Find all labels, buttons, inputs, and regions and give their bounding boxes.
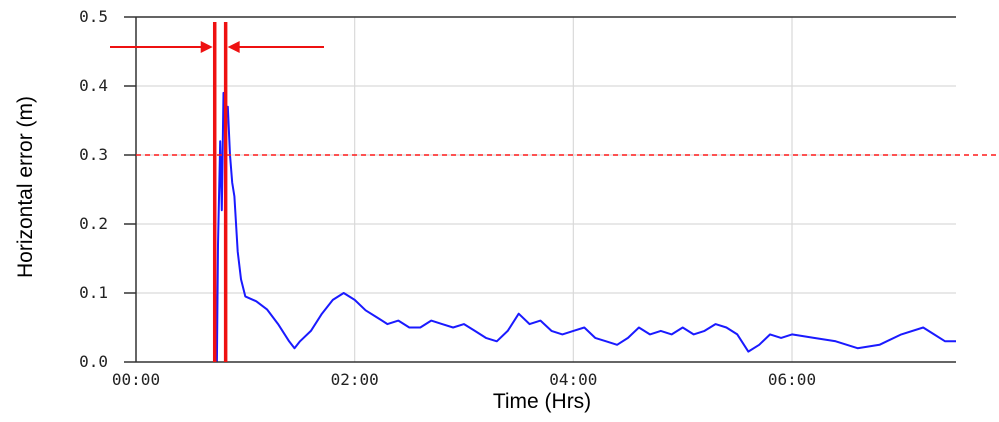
x-axis-title: Time (Hrs) [493,390,591,413]
y-tick-label: 0.1 [79,283,108,302]
plot-area [215,91,956,363]
y-axis-title: Horizontal error (m) [14,96,37,278]
annotations [110,22,999,362]
y-tick-label: 0.3 [79,145,108,164]
right-arrow-head [227,41,240,53]
x-tick-label: 06:00 [768,370,816,389]
grid [136,16,956,362]
y-tick-label: 0.0 [79,352,108,371]
y-tick-label: 0.4 [79,76,108,95]
axes [124,16,956,363]
data-series-line [215,91,956,363]
x-tick-label: 02:00 [331,370,379,389]
left-arrow-head [200,41,213,53]
y-tick-label: 0.5 [79,7,108,26]
x-tick-label: 04:00 [549,370,597,389]
tick-labels: 00:00 02:00 04:00 06:00 0.0 0.1 0.2 0.3 0.4 0.5 [79,7,816,389]
y-tick-label: 0.2 [79,214,108,233]
x-tick-label: 00:00 [112,370,160,389]
